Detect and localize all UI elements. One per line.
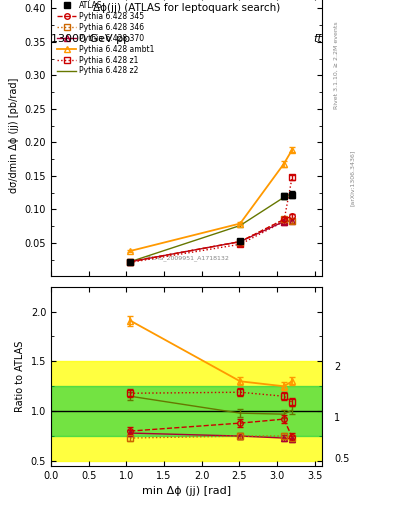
Y-axis label: dσ/dmin Δϕ (jj) [pb/rad]: dσ/dmin Δϕ (jj) [pb/rad] [9,78,19,194]
Text: Rivet 3.1.10, ≥ 2.2M events: Rivet 3.1.10, ≥ 2.2M events [334,22,339,109]
Bar [51,361,322,461]
Text: Δϕ(jj) (ATLAS for leptoquark search): Δϕ(jj) (ATLAS for leptoquark search) [93,4,280,13]
Bar [51,386,322,436]
X-axis label: min Δϕ (jj) [rad]: min Δϕ (jj) [rad] [142,486,231,496]
Text: ATLAS_2009951_A1718132: ATLAS_2009951_A1718132 [145,255,230,261]
Text: 1: 1 [334,413,340,422]
Text: tt̅: tt̅ [314,33,322,44]
Text: 2: 2 [334,362,340,372]
Text: 0.5: 0.5 [334,454,349,464]
Text: 13000 GeV pp: 13000 GeV pp [51,33,130,44]
Y-axis label: Ratio to ATLAS: Ratio to ATLAS [15,340,25,412]
Legend: ATLAS, Pythia 6.428 345, Pythia 6.428 346, Pythia 6.428 370, Pythia 6.428 ambt1,: ATLAS, Pythia 6.428 345, Pythia 6.428 34… [55,0,157,78]
Text: [arXiv:1306.3436]: [arXiv:1306.3436] [350,150,355,206]
